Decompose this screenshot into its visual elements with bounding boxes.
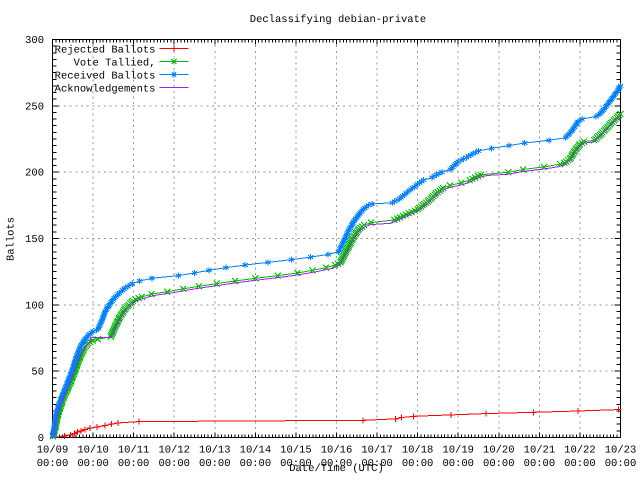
svg-text:10/21: 10/21 — [524, 445, 556, 457]
svg-text:10/20: 10/20 — [483, 445, 515, 457]
svg-text:00:00: 00:00 — [240, 458, 272, 470]
svg-text:10/23: 10/23 — [605, 445, 637, 457]
svg-text:10/12: 10/12 — [158, 445, 190, 457]
svg-text:00:00: 00:00 — [199, 458, 231, 470]
svg-text:10/17: 10/17 — [361, 445, 393, 457]
svg-text:Declassifying debian-private: Declassifying debian-private — [250, 14, 426, 26]
svg-text:00:00: 00:00 — [158, 458, 190, 470]
svg-text:00:00: 00:00 — [442, 458, 474, 470]
svg-text:10/10: 10/10 — [77, 445, 109, 457]
svg-text:10/18: 10/18 — [402, 445, 434, 457]
svg-text:100: 100 — [25, 300, 44, 312]
svg-text:10/09: 10/09 — [37, 445, 69, 457]
svg-text:00:00: 00:00 — [564, 458, 596, 470]
svg-text:Ballots: Ballots — [6, 217, 18, 261]
svg-text:Received Ballots: Received Ballots — [55, 71, 156, 83]
svg-text:10/22: 10/22 — [564, 445, 596, 457]
svg-text:00:00: 00:00 — [361, 458, 393, 470]
svg-text:Rejected Ballots: Rejected Ballots — [55, 45, 156, 57]
svg-text:00:00: 00:00 — [402, 458, 434, 470]
svg-text:00:00: 00:00 — [280, 458, 312, 470]
svg-text:10/19: 10/19 — [442, 445, 474, 457]
svg-text:10/11: 10/11 — [118, 445, 150, 457]
svg-text:10/16: 10/16 — [321, 445, 353, 457]
svg-text:00:00: 00:00 — [605, 458, 637, 470]
svg-text:300: 300 — [25, 35, 44, 47]
svg-text:00:00: 00:00 — [77, 458, 109, 470]
svg-text:00:00: 00:00 — [118, 458, 150, 470]
svg-text:00:00: 00:00 — [321, 458, 353, 470]
svg-text:10/15: 10/15 — [280, 445, 312, 457]
svg-text:10/13: 10/13 — [199, 445, 231, 457]
svg-text:10/14: 10/14 — [240, 445, 272, 457]
svg-text:200: 200 — [25, 168, 44, 180]
svg-text:00:00: 00:00 — [524, 458, 556, 470]
svg-text:00:00: 00:00 — [483, 458, 515, 470]
svg-text:Acknowledgements: Acknowledgements — [55, 84, 156, 96]
svg-text:50: 50 — [31, 367, 44, 379]
svg-text:Date/Time (UTC): Date/Time (UTC) — [289, 463, 384, 475]
svg-text:00:00: 00:00 — [37, 458, 69, 470]
svg-text:150: 150 — [25, 234, 44, 246]
svg-text:250: 250 — [25, 101, 44, 113]
svg-text:0: 0 — [38, 433, 44, 445]
svg-text:Vote Tallied,: Vote Tallied, — [74, 58, 156, 70]
